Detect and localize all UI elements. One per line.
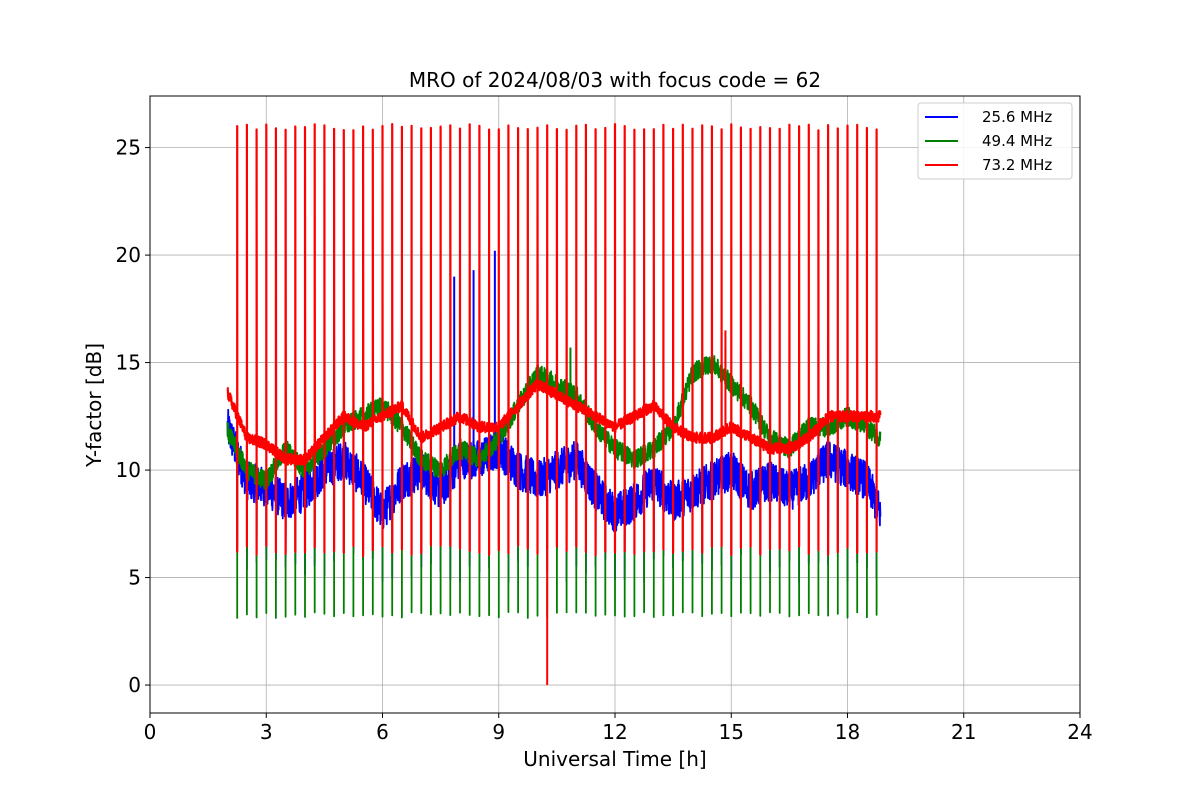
legend-label: 25.6 MHz <box>982 108 1052 126</box>
series-line <box>226 408 882 583</box>
x-tick-label: 18 <box>835 720 860 744</box>
legend-box <box>917 102 1073 180</box>
y-tick-label: 5 <box>128 566 141 590</box>
x-tick-label: 3 <box>260 720 273 744</box>
y-tick-label: 10 <box>116 458 141 482</box>
y-axis-label: Y-factor [dB] <box>82 343 106 468</box>
x-tick-label: 12 <box>602 720 627 744</box>
legend: 25.6 MHz 49.4 MHz 73.2 MHz <box>917 102 1073 180</box>
chart-title: MRO of 2024/08/03 with focus code = 62 <box>409 68 821 92</box>
y-tick-label: 0 <box>128 673 141 697</box>
x-tick-label: 0 <box>144 720 157 744</box>
y-tick-label: 25 <box>116 136 141 160</box>
legend-label: 49.4 MHz <box>982 132 1052 150</box>
x-tick-label: 24 <box>1067 720 1092 744</box>
y-tick-label: 15 <box>116 351 141 375</box>
x-tick-label: 21 <box>951 720 976 744</box>
x-axis: 0 3 6 9 12 15 18 21 24 <box>144 713 1093 744</box>
x-tick-label: 15 <box>719 720 744 744</box>
plot-area <box>226 123 882 686</box>
x-axis-label: Universal Time [h] <box>523 747 706 771</box>
legend-label: 73.2 MHz <box>982 156 1052 174</box>
x-tick-label: 6 <box>376 720 389 744</box>
x-tick-label: 9 <box>492 720 505 744</box>
y-tick-label: 20 <box>116 243 141 267</box>
series-line <box>226 123 882 558</box>
y-axis: 0 5 10 15 20 25 <box>116 136 150 697</box>
series-layer <box>226 123 882 686</box>
